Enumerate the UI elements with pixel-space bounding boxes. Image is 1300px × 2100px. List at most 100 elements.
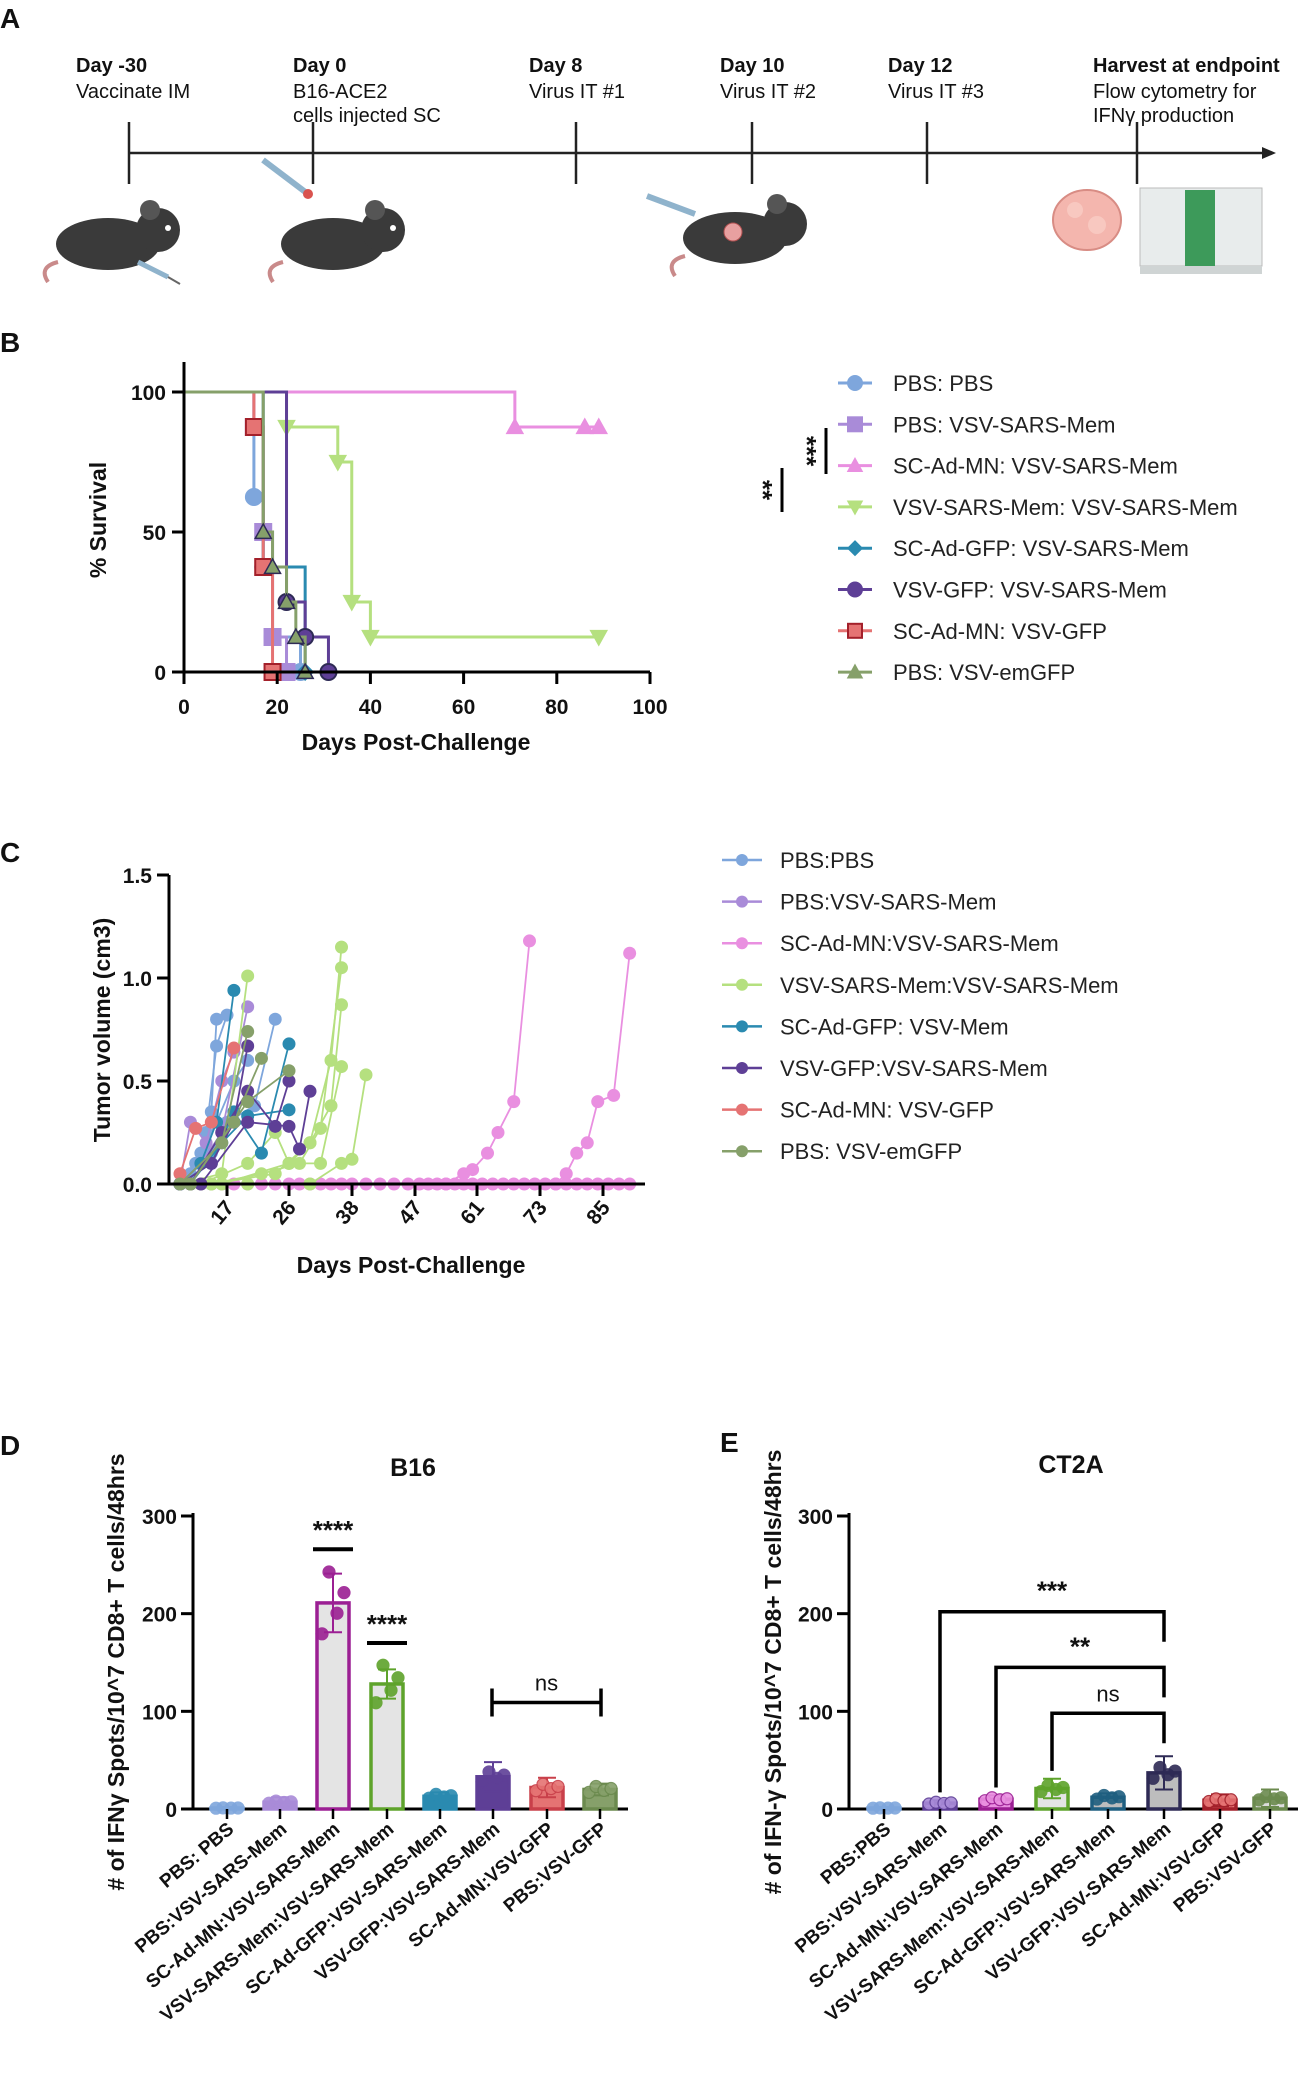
y-tick-label: 200 bbox=[142, 1604, 177, 1627]
survival-curve bbox=[184, 390, 330, 672]
syringe-icon bbox=[645, 193, 697, 217]
significance-label: **** bbox=[367, 1609, 408, 1639]
significance-label: ** bbox=[748, 480, 778, 501]
timeline-day-label: Harvest at endpoint bbox=[1093, 55, 1280, 77]
x-tick-label: 73 bbox=[519, 1196, 552, 1229]
survival-point bbox=[342, 594, 362, 612]
data-point bbox=[475, 1775, 489, 1789]
x-tick-label: 17 bbox=[206, 1196, 239, 1229]
legend-label: PBS: VSV-emGFP bbox=[780, 1139, 962, 1164]
tumor-point bbox=[254, 1146, 268, 1160]
tumor-point bbox=[268, 1167, 282, 1181]
significance-bracket bbox=[994, 1665, 1166, 1788]
tumor-point bbox=[282, 1103, 296, 1117]
tumor-point bbox=[507, 1095, 521, 1109]
data-point bbox=[315, 1627, 329, 1641]
data-point bbox=[284, 1795, 298, 1809]
tumor-volume-chart: 0.0 0.5 1.0 1.5 17 26 38 47 61 73 85 Tumor volume … bbox=[89, 848, 1119, 1278]
timeline-event-label: Virus IT #2 bbox=[720, 81, 816, 103]
legend-marker bbox=[847, 416, 863, 433]
y-tick-label: 0.5 bbox=[123, 1071, 153, 1094]
legend-marker bbox=[736, 978, 748, 991]
tumor-growth-curve bbox=[555, 953, 631, 1185]
tumor-point bbox=[335, 998, 348, 1012]
survival-point bbox=[277, 592, 296, 610]
mouse-icon bbox=[42, 200, 181, 285]
legend-marker bbox=[736, 854, 748, 866]
x-tick-label: 20 bbox=[266, 696, 289, 719]
survival-point bbox=[244, 418, 263, 436]
panel-label-a: A bbox=[0, 3, 20, 34]
tumor-point bbox=[282, 1156, 296, 1170]
tumor-point bbox=[189, 1121, 203, 1135]
data-point bbox=[1146, 1771, 1160, 1785]
tumor-point bbox=[559, 1167, 573, 1181]
significance-label: **** bbox=[313, 1515, 354, 1545]
data-point bbox=[1000, 1792, 1014, 1806]
panel-label-e: E bbox=[720, 1427, 739, 1458]
data-point bbox=[1056, 1780, 1070, 1795]
tumor-point bbox=[241, 969, 255, 983]
y-tick-label: 300 bbox=[142, 1506, 177, 1529]
data-point bbox=[1112, 1790, 1126, 1804]
data-point bbox=[231, 1801, 245, 1815]
survival-point bbox=[589, 417, 609, 435]
tumor-point bbox=[607, 1088, 621, 1102]
legend-label: SC-Ad-MN: VSV-GFP bbox=[780, 1098, 994, 1123]
legend-label: PBS: PBS bbox=[893, 371, 993, 396]
y-axis-label: # of IFN-γ Spots/10^7 CD8+ T cells/48hrs bbox=[760, 1450, 786, 1895]
data-point bbox=[391, 1671, 405, 1685]
tumor-point bbox=[523, 934, 536, 948]
y-tick-label: 0 bbox=[165, 1799, 177, 1822]
panel-label-b: B bbox=[0, 327, 20, 358]
tumor-growth-curve bbox=[179, 1047, 235, 1174]
significance-bracket bbox=[1050, 1711, 1166, 1771]
b16-bar-chart: B16 # of IFNγ Spots/10^7 CD8+ T cells/48… bbox=[103, 1453, 628, 2026]
data-point bbox=[444, 1789, 458, 1803]
significance-label: ** bbox=[1070, 1631, 1091, 1661]
legend-label: VSV-GFP:VSV-SARS-Mem bbox=[780, 1056, 1048, 1081]
y-tick-label: 100 bbox=[798, 1701, 833, 1724]
x-tick-label: 40 bbox=[359, 696, 382, 719]
survival-point bbox=[263, 557, 282, 575]
tumor-point bbox=[324, 1099, 338, 1113]
tumor-point bbox=[204, 1115, 218, 1129]
x-axis-label: Days Post-Challenge bbox=[302, 729, 531, 755]
timeline-event-label: Flow cytometry for bbox=[1093, 81, 1257, 103]
significance-bracket bbox=[490, 1688, 603, 1717]
data-point bbox=[1168, 1764, 1182, 1778]
tumor-point bbox=[481, 1146, 494, 1160]
x-tick-label: 100 bbox=[632, 696, 667, 719]
x-tick-label: 60 bbox=[452, 696, 475, 719]
data-point bbox=[1224, 1793, 1238, 1807]
legend-label: SC-Ad-MN: VSV-SARS-Mem bbox=[893, 454, 1178, 479]
tumor-point bbox=[254, 1051, 268, 1065]
data-point bbox=[604, 1781, 618, 1796]
y-tick-label: 0 bbox=[821, 1799, 833, 1822]
legend-marker bbox=[736, 1103, 748, 1116]
legend-label: SC-Ad-GFP: VSV-SARS-Mem bbox=[893, 536, 1189, 561]
survival-point bbox=[328, 454, 348, 472]
tumor-point bbox=[303, 1084, 317, 1098]
x-tick-label: 0 bbox=[178, 696, 190, 719]
data-point bbox=[330, 1606, 344, 1620]
timeline-event-label: Vaccinate IM bbox=[76, 81, 190, 103]
timeline-event-label: B16-ACE2 bbox=[293, 81, 388, 103]
data-point bbox=[497, 1768, 511, 1782]
data-point bbox=[944, 1796, 958, 1810]
y-axis-label: Tumor volume (cm3) bbox=[89, 918, 115, 1143]
y-tick-label: 1.5 bbox=[123, 865, 153, 888]
data-point bbox=[337, 1586, 351, 1600]
timeline-day-label: Day 0 bbox=[293, 55, 346, 77]
tumor-point bbox=[314, 1156, 327, 1170]
tumor-point bbox=[215, 1136, 229, 1150]
tumor-point bbox=[268, 1012, 282, 1026]
tumor-point bbox=[282, 1074, 296, 1088]
legend-marker bbox=[736, 937, 748, 950]
tumor-icon bbox=[1052, 189, 1122, 251]
x-tick-label: 80 bbox=[545, 696, 568, 719]
legend-marker bbox=[846, 500, 864, 516]
ct2a-bar-chart: CT2A # of IFN-γ Spots/10^7 CD8+ T cells/… bbox=[760, 1450, 1298, 2026]
data-point bbox=[322, 1565, 336, 1579]
